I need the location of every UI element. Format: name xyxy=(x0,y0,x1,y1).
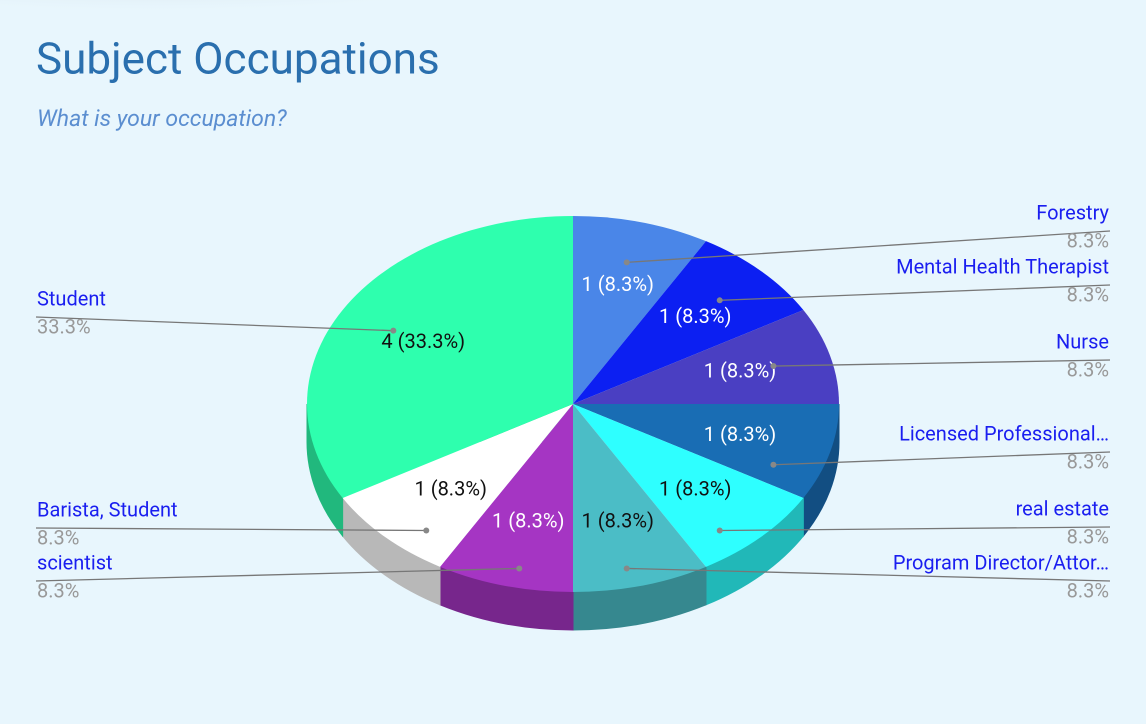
legend-percent: 8.3% xyxy=(1067,578,1109,602)
legend-label: Nurse xyxy=(1056,329,1109,353)
legend-percent: 33.3% xyxy=(37,314,91,338)
chart-title: Subject Occupations xyxy=(36,33,440,85)
chart-subtitle: What is your occupation? xyxy=(37,105,287,132)
leader-dot xyxy=(390,327,397,334)
legend-label: Forestry xyxy=(1036,200,1109,224)
shadow xyxy=(0,0,655,50)
slice xyxy=(573,216,706,404)
legend-percent: 8.3% xyxy=(1067,357,1109,381)
leader-dot xyxy=(716,297,723,304)
legend-label: Program Director/Attor… xyxy=(893,550,1109,574)
leader-dot xyxy=(623,565,630,572)
leader-line xyxy=(719,526,1111,532)
leader-dot xyxy=(770,461,777,468)
slice-label: 1 (8.3%) xyxy=(704,359,776,383)
legend-label: Licensed Professional… xyxy=(899,421,1109,445)
leader-line xyxy=(626,567,1111,582)
slice xyxy=(307,216,573,498)
legend-percent: 8.3% xyxy=(1067,524,1109,548)
legend-label: Student xyxy=(37,286,106,310)
legend-percent: 8.3% xyxy=(1067,449,1109,473)
slice-label: 1 (8.3%) xyxy=(415,477,487,501)
leader-line xyxy=(35,527,427,532)
legend-percent: 8.3% xyxy=(37,525,79,549)
leader-dot xyxy=(423,527,430,534)
legend-label: scientist xyxy=(37,550,113,574)
slice xyxy=(342,404,573,567)
slice-label: 1 (8.3%) xyxy=(704,422,776,446)
legend-label: Mental Health Therapist xyxy=(896,254,1109,278)
leader-dot xyxy=(623,259,630,266)
slice-label: 1 (8.3%) xyxy=(659,477,731,501)
slice xyxy=(573,310,839,404)
legend-percent: 8.3% xyxy=(1067,282,1109,306)
slice xyxy=(440,404,573,592)
slice xyxy=(573,404,804,567)
slice-label: 1 (8.3%) xyxy=(492,508,564,532)
slice xyxy=(573,404,839,498)
slice-label: 4 (33.3%) xyxy=(381,329,465,353)
leader-line xyxy=(626,230,1111,264)
leader-line xyxy=(773,451,1111,466)
slice xyxy=(573,241,804,404)
slice xyxy=(573,404,706,592)
legend-label: Barista, Student xyxy=(37,497,178,521)
leader-line xyxy=(35,316,394,332)
slice-label: 1 (8.3%) xyxy=(582,508,654,532)
legend-label: real estate xyxy=(1016,496,1109,520)
slice-label: 1 (8.3%) xyxy=(659,304,731,328)
leader-dot xyxy=(770,363,777,370)
legend-percent: 8.3% xyxy=(37,578,79,602)
leader-line xyxy=(35,567,520,582)
leader-dot xyxy=(716,527,723,534)
leader-line xyxy=(773,359,1111,367)
legend-percent: 8.3% xyxy=(1067,228,1109,252)
leader-dot xyxy=(516,565,523,572)
leader-line xyxy=(719,284,1111,301)
slice-label: 1 (8.3%) xyxy=(582,272,654,296)
